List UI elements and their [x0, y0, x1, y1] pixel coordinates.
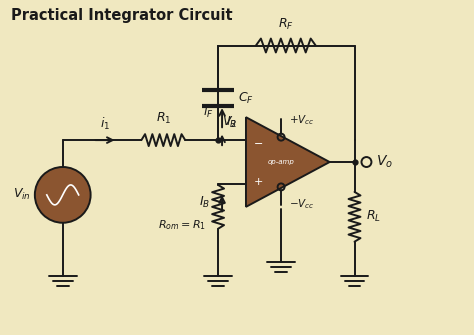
Text: $I_B$: $I_B$: [199, 195, 210, 210]
Text: $R_{om}{=}R_1$: $R_{om}{=}R_1$: [158, 218, 206, 232]
Circle shape: [35, 167, 91, 223]
Text: $+$: $+$: [253, 176, 263, 187]
Text: $+V_{cc}$: $+V_{cc}$: [289, 113, 315, 127]
Polygon shape: [246, 117, 329, 207]
Text: $i_F$: $i_F$: [203, 104, 214, 120]
Text: $V_o$: $V_o$: [376, 154, 393, 170]
Text: $R_1$: $R_1$: [155, 111, 171, 126]
Text: $R_F$: $R_F$: [278, 16, 294, 31]
Text: op-amp: op-amp: [268, 159, 294, 165]
Text: $i_1$: $i_1$: [100, 116, 110, 132]
Text: $-V_{cc}$: $-V_{cc}$: [289, 197, 315, 211]
Text: Practical Integrator Circuit: Practical Integrator Circuit: [11, 8, 233, 23]
Text: $R_L$: $R_L$: [366, 209, 382, 224]
Text: $V_2$: $V_2$: [222, 115, 237, 130]
Text: $V_{in}$: $V_{in}$: [13, 187, 31, 202]
Text: $-$: $-$: [253, 137, 263, 147]
Text: $I_B$: $I_B$: [226, 115, 237, 130]
Text: $C_F$: $C_F$: [238, 91, 254, 106]
